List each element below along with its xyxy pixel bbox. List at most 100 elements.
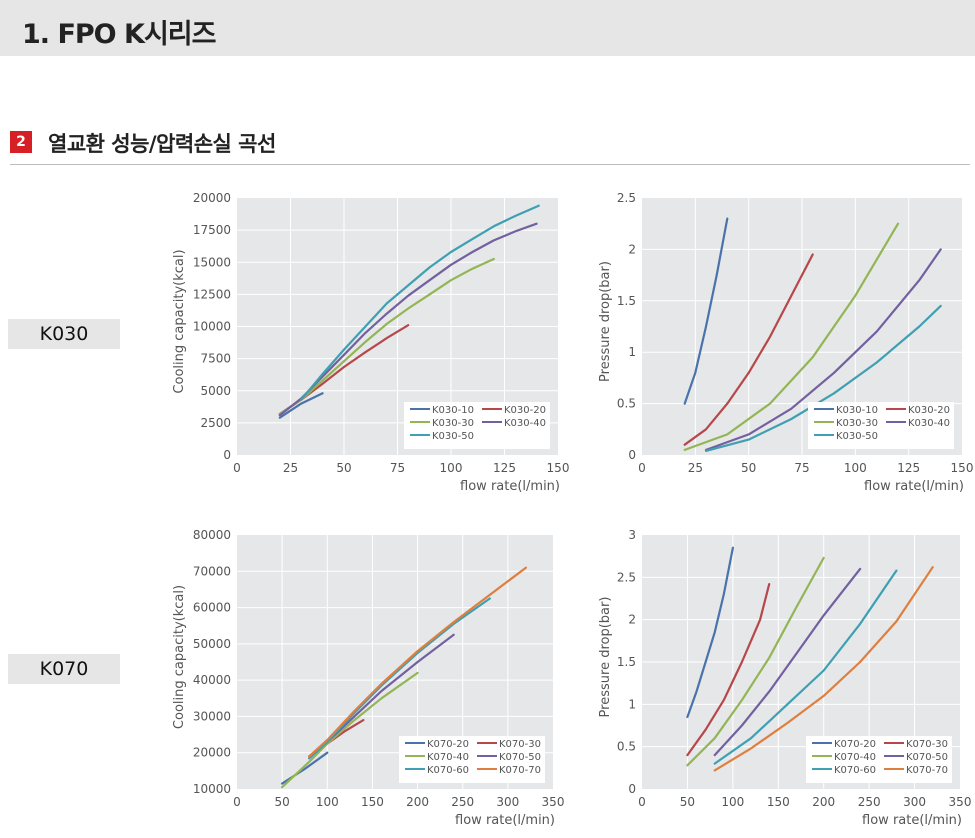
x-tick-label: 50 [336, 461, 351, 475]
series-line-k030-40 [278, 222, 538, 417]
legend-label: K070-50 [906, 752, 948, 763]
x-tick-label: 150 [767, 795, 790, 809]
series-line-k030-10 [683, 217, 729, 405]
x-axis-label: flow rate(l/min) [460, 479, 560, 494]
y-tick-label: 15000 [193, 255, 231, 269]
legend-label: K070-20 [427, 739, 469, 750]
x-tick-label: 300 [496, 795, 519, 809]
legend-label: K070-70 [499, 765, 541, 776]
x-tick-label: 250 [451, 795, 474, 809]
series-line-k070-60 [713, 569, 898, 765]
y-tick-label: 2.5 [617, 570, 636, 584]
legend-label: K030-50 [836, 431, 878, 442]
legend-label: K070-30 [906, 739, 948, 750]
legend-label: K030-30 [432, 418, 474, 429]
series-line-k070-30 [686, 583, 771, 757]
y-tick-label: 7500 [200, 352, 231, 366]
legend-label: K030-20 [908, 405, 950, 416]
y-tick-label: 20000 [193, 746, 231, 760]
legend-label: K070-20 [834, 739, 876, 750]
x-axis-label: flow rate(l/min) [864, 479, 964, 494]
series-line-k030-40 [704, 248, 942, 451]
model-label-k070: K070 [8, 654, 120, 684]
y-tick-label: 12500 [193, 287, 231, 301]
x-tick-label: 100 [440, 461, 463, 475]
x-tick-label: 50 [741, 461, 756, 475]
series-line-k070-60 [308, 597, 491, 760]
y-tick-label: 1 [628, 697, 636, 711]
y-tick-label: 0 [223, 448, 231, 462]
y-tick-label: 20000 [193, 191, 231, 205]
x-tick-label: 25 [688, 461, 703, 475]
x-tick-label: 350 [949, 795, 972, 809]
legend-label: K070-30 [499, 739, 541, 750]
section-divider [10, 164, 970, 165]
x-tick-label: 300 [903, 795, 926, 809]
series-line-k030-30 [278, 257, 495, 415]
series-line-k030-50 [300, 204, 540, 401]
legend-label: K030-40 [504, 418, 546, 429]
legend-label: K030-10 [432, 405, 474, 416]
y-tick-label: 1.5 [617, 294, 636, 308]
x-tick-label: 25 [283, 461, 298, 475]
section-number-badge: 2 [10, 131, 32, 153]
y-tick-label: 2 [628, 613, 636, 627]
x-tick-label: 200 [812, 795, 835, 809]
y-axis-label: Cooling capacity(kcal) [172, 585, 187, 729]
y-tick-label: 80000 [193, 528, 231, 542]
x-tick-label: 100 [844, 461, 867, 475]
page-title-bar: 1. FPO K시리즈 [0, 0, 975, 56]
x-tick-label: 100 [316, 795, 339, 809]
series-line-k030-30 [683, 222, 900, 451]
series-line-k030-50 [704, 304, 942, 452]
y-tick-label: 70000 [193, 564, 231, 578]
series-line-k070-70 [308, 566, 527, 758]
x-tick-label: 150 [951, 461, 974, 475]
y-axis-label: Cooling capacity(kcal) [172, 249, 187, 393]
legend-label: K070-40 [834, 752, 876, 763]
x-tick-label: 125 [493, 461, 516, 475]
x-tick-label: 250 [858, 795, 881, 809]
section-header: 2 열교환 성능/압력손실 곡선 [10, 128, 970, 156]
legend-label: K030-40 [908, 418, 950, 429]
legend-label: K070-60 [427, 765, 469, 776]
y-tick-label: 40000 [193, 673, 231, 687]
y-axis-label: Pressure drop(bar) [598, 597, 613, 718]
series-line-k070-40 [686, 556, 825, 767]
y-tick-label: 2.5 [617, 191, 636, 205]
series-line-k070-50 [713, 567, 862, 757]
chart-k030-cooling-capacity: 0 25 50 75 100 125 150 0 2500 5000 7500 10000 12500 1… [172, 191, 569, 494]
y-axis-label: Pressure drop(bar) [598, 261, 613, 382]
legend-label: K070-70 [906, 765, 948, 776]
y-tick-label: 0 [628, 448, 636, 462]
y-tick-label: 2500 [200, 416, 231, 430]
legend-label: K070-40 [427, 752, 469, 763]
y-tick-label: 2 [628, 242, 636, 256]
y-tick-label: 10000 [193, 782, 231, 796]
y-tick-label: 0 [628, 782, 636, 796]
y-tick-label: 60000 [193, 601, 231, 615]
x-tick-label: 350 [542, 795, 565, 809]
legend-label: K030-30 [836, 418, 878, 429]
y-tick-label: 0.5 [617, 740, 636, 754]
x-tick-label: 0 [233, 795, 241, 809]
x-axis-label: flow rate(l/min) [862, 813, 962, 828]
series-line-k070-20 [686, 546, 734, 719]
section-title: 열교환 성능/압력손실 곡선 [48, 132, 276, 156]
chart-k070-cooling-capacity: 0 50 100 150 200 250 300 350 10000 20000 30000 4000… [172, 528, 565, 828]
series-line-k030-10 [278, 392, 324, 419]
x-tick-label: 150 [547, 461, 570, 475]
x-tick-label: 150 [361, 795, 384, 809]
y-tick-label: 50000 [193, 637, 231, 651]
x-tick-label: 0 [638, 795, 646, 809]
y-tick-label: 1.5 [617, 655, 636, 669]
x-tick-label: 0 [638, 461, 646, 475]
chart-k030-pressure-drop: 0 25 50 75 100 125 150 0 0.5 1 1.5 2 2.5 Pressure dro… [598, 191, 974, 494]
x-axis-label: flow rate(l/min) [455, 813, 555, 828]
x-tick-label: 125 [897, 461, 920, 475]
x-tick-label: 100 [721, 795, 744, 809]
model-label-k030: K030 [8, 319, 120, 349]
series-line-k030-20 [683, 253, 814, 446]
y-tick-label: 30000 [193, 709, 231, 723]
series-line-k070-70 [713, 566, 934, 772]
